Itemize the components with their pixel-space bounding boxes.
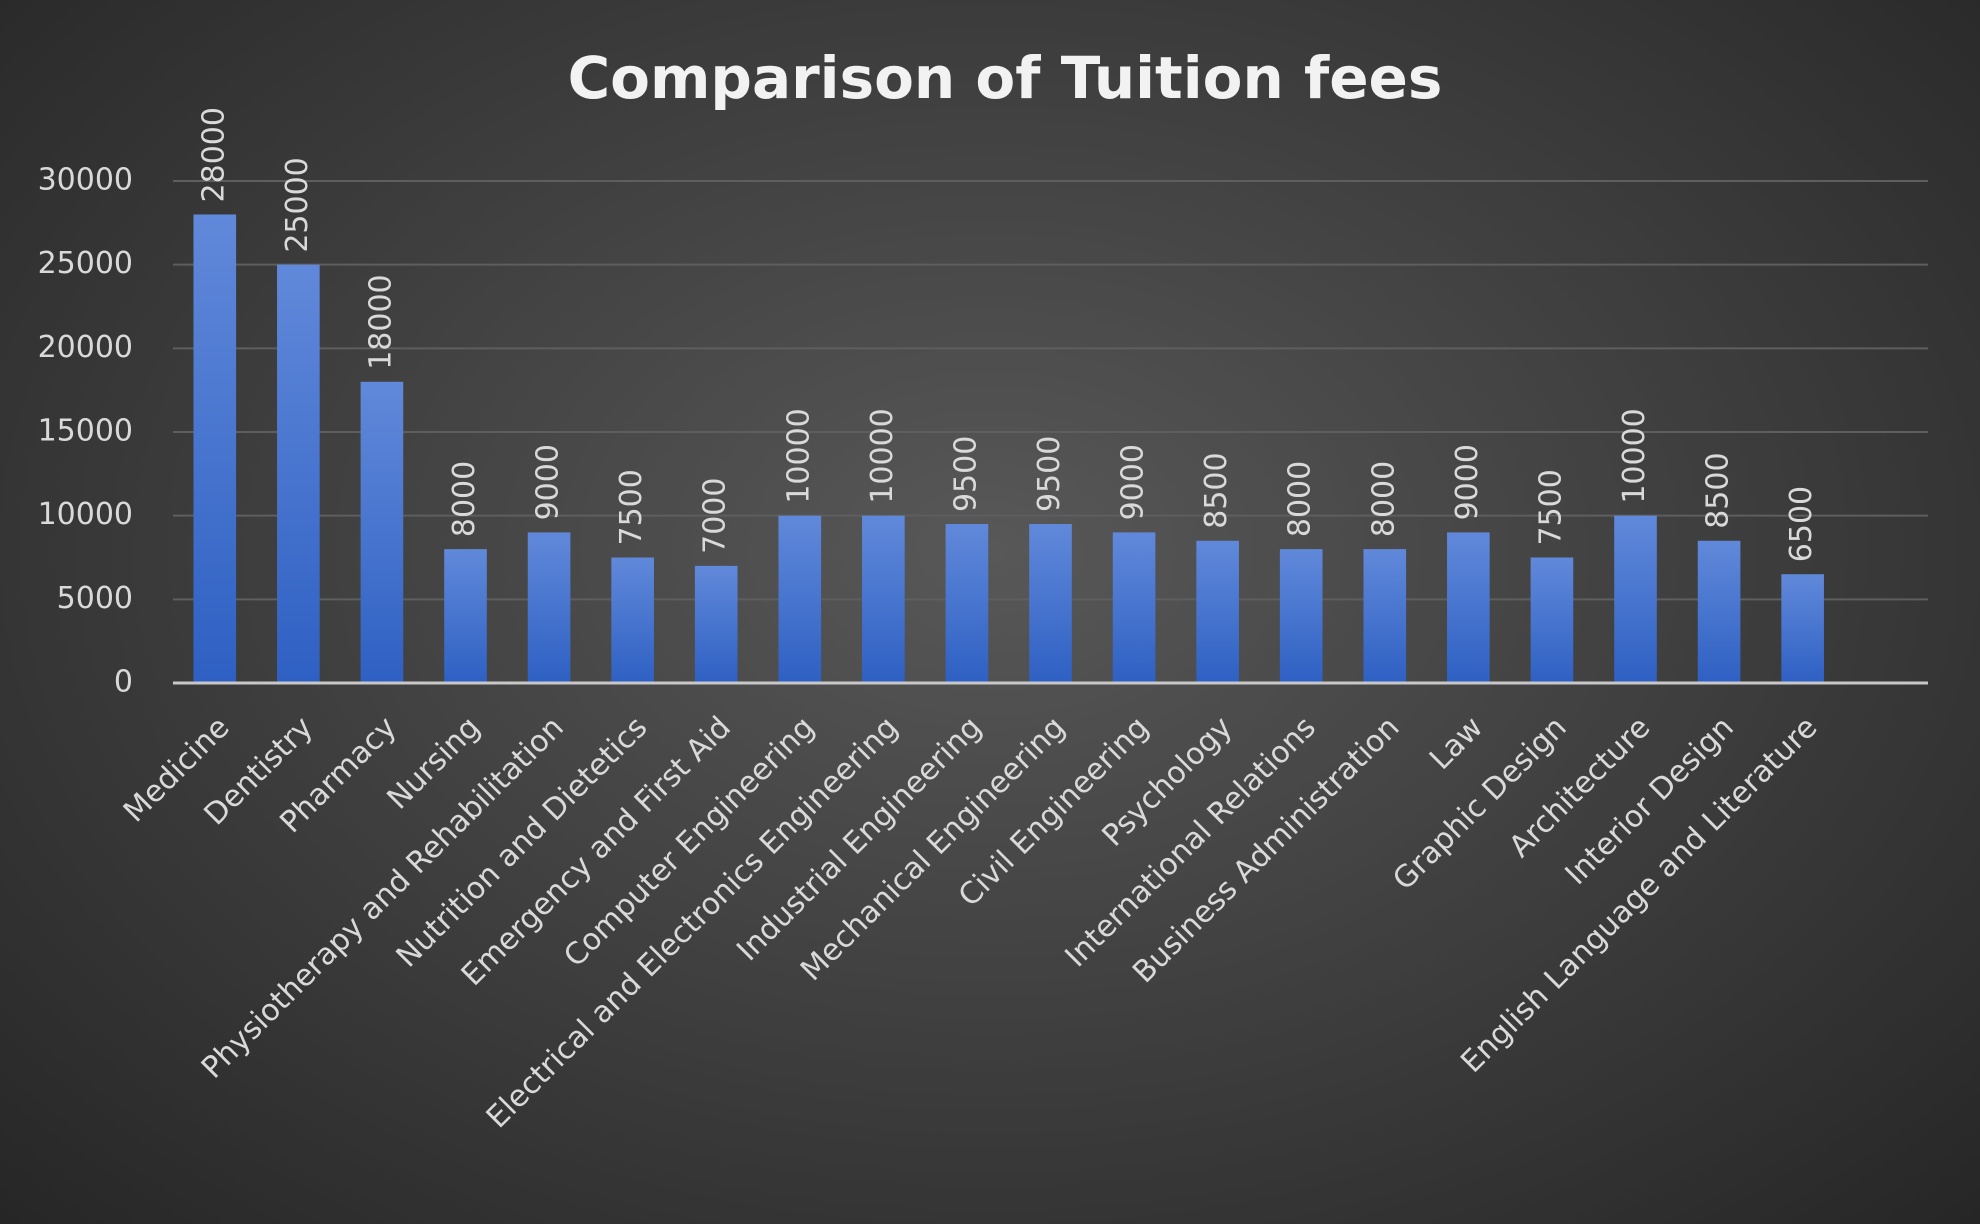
bar	[1279, 549, 1323, 683]
data-label: 10000	[781, 408, 816, 503]
bar	[193, 214, 237, 683]
bar	[611, 557, 654, 683]
y-tick-label: 10000	[38, 497, 133, 532]
bar	[360, 381, 404, 683]
bar	[1112, 532, 1156, 683]
bar	[1530, 557, 1574, 683]
bar	[778, 515, 822, 683]
data-label: 6500	[1784, 486, 1819, 562]
data-label: 18000	[363, 274, 398, 369]
chart-title: Comparison of Tuition fees	[568, 44, 1443, 112]
data-label: 8500	[1701, 452, 1736, 528]
bar	[1697, 540, 1741, 683]
bar	[527, 532, 571, 683]
bar	[444, 549, 487, 683]
bar	[1447, 532, 1490, 683]
bar	[1029, 524, 1072, 683]
data-label: 7000	[698, 478, 733, 554]
data-label: 9000	[531, 444, 566, 520]
y-tick-label: 25000	[38, 246, 133, 281]
bar	[694, 565, 738, 683]
data-label: 8000	[447, 461, 482, 537]
bar	[1363, 549, 1407, 683]
data-label: 25000	[280, 157, 315, 252]
data-label: 8000	[1366, 461, 1401, 537]
y-tick-label: 20000	[38, 330, 133, 365]
y-tick-label: 5000	[57, 581, 133, 616]
data-label: 7500	[614, 469, 649, 545]
data-label: 10000	[1617, 408, 1652, 503]
bar	[277, 264, 320, 683]
bar	[1196, 540, 1239, 683]
y-tick-label: 30000	[38, 163, 133, 198]
data-label: 9000	[1450, 444, 1485, 520]
data-label: 7500	[1533, 469, 1568, 545]
data-label: 10000	[865, 408, 900, 503]
data-label: 9500	[1032, 436, 1067, 512]
bar	[945, 524, 989, 683]
data-label: 8000	[1283, 461, 1318, 537]
bar	[1614, 515, 1657, 683]
bar	[862, 515, 905, 683]
x-tick-label: Law	[1423, 710, 1490, 777]
data-label: 8500	[1199, 452, 1234, 528]
data-label: 9000	[1116, 444, 1151, 520]
y-tick-label: 0	[114, 665, 133, 700]
data-label: 28000	[196, 107, 231, 202]
bar	[1781, 574, 1824, 683]
y-tick-label: 15000	[38, 414, 133, 449]
data-label: 9500	[948, 436, 983, 512]
